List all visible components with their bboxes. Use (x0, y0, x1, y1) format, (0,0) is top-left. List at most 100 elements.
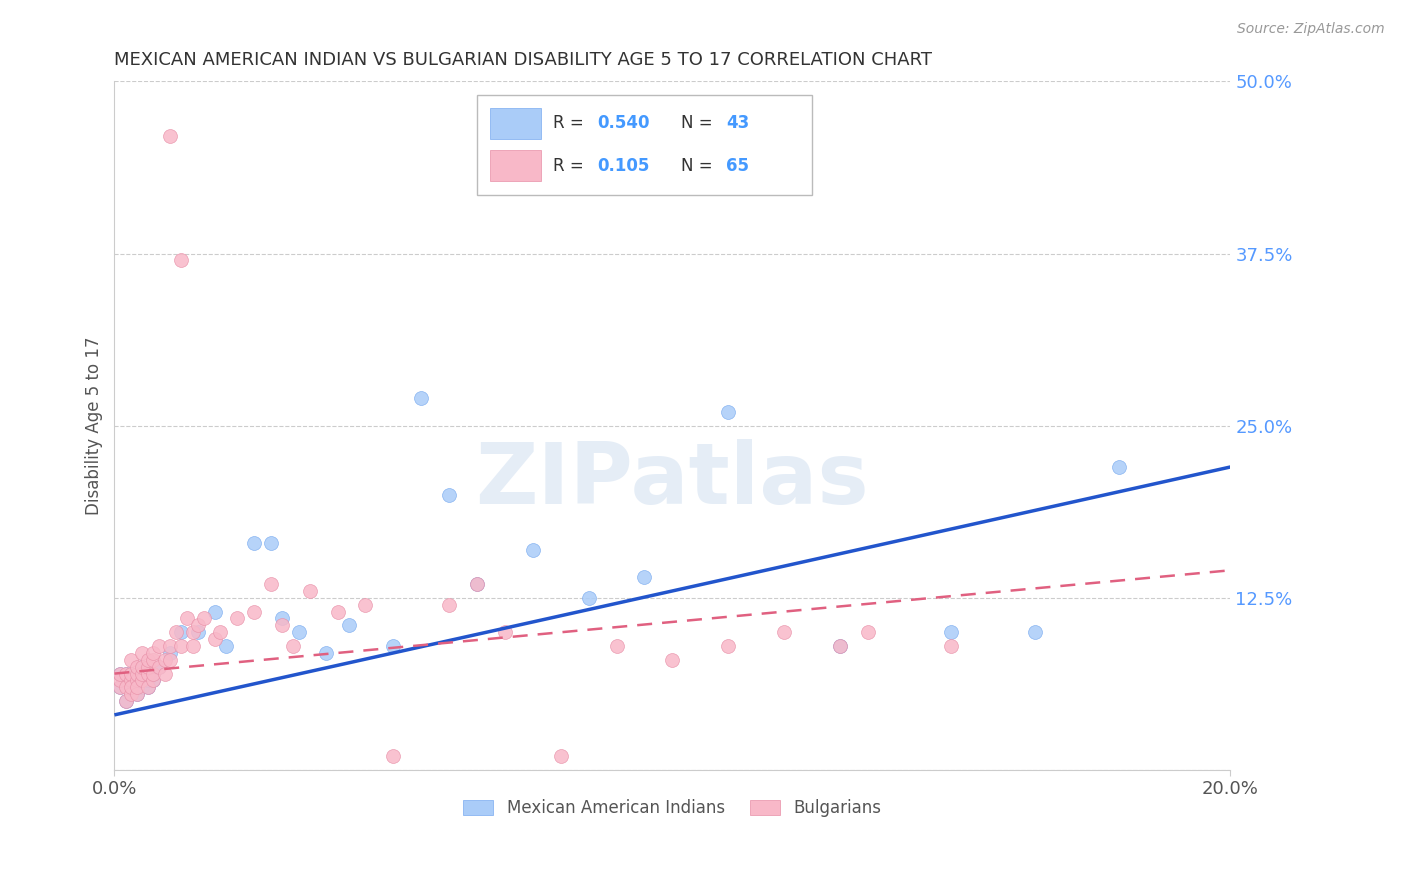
Point (136, 666, 159, 681)
Point (125, 681, 148, 695)
Point (159, 129, 181, 144)
Point (142, 673, 165, 688)
Point (120, 666, 142, 681)
Point (187, 618, 209, 632)
Point (828, 639, 851, 653)
Point (136, 673, 159, 688)
Point (108, 681, 131, 695)
Point (578, 591, 600, 605)
Point (108, 673, 131, 688)
Point (209, 625, 232, 640)
Point (120, 687, 142, 701)
Y-axis label: Disability Age 5 to 17: Disability Age 5 to 17 (86, 336, 103, 515)
Point (215, 639, 238, 653)
Point (142, 666, 165, 681)
Point (176, 611, 198, 625)
Point (125, 687, 148, 701)
Point (941, 639, 963, 653)
Point (148, 659, 170, 673)
Text: 0.105: 0.105 (598, 157, 650, 175)
Point (142, 646, 165, 660)
Point (120, 681, 142, 695)
Point (354, 598, 377, 612)
Legend: Mexican American Indians, Bulgarians: Mexican American Indians, Bulgarians (457, 792, 889, 823)
Point (131, 673, 153, 688)
Point (136, 659, 159, 673)
Point (125, 673, 148, 688)
FancyBboxPatch shape (491, 108, 541, 138)
Point (120, 673, 142, 688)
Point (828, 639, 851, 653)
Point (204, 632, 226, 647)
Text: Source: ZipAtlas.com: Source: ZipAtlas.com (1237, 22, 1385, 37)
Point (108, 666, 131, 681)
Point (193, 611, 215, 625)
Point (148, 639, 170, 653)
Point (131, 659, 153, 673)
Point (170, 253, 193, 268)
Point (243, 605, 266, 619)
Point (226, 611, 249, 625)
Text: 0.540: 0.540 (598, 114, 650, 132)
Point (120, 653, 142, 667)
Point (1024, 625, 1046, 640)
Point (108, 681, 131, 695)
Point (550, 749, 572, 764)
Point (661, 653, 683, 667)
Point (633, 570, 655, 584)
Point (120, 681, 142, 695)
Point (142, 653, 165, 667)
Point (131, 673, 153, 688)
Point (181, 625, 204, 640)
Point (382, 639, 405, 653)
Point (131, 666, 153, 681)
Point (136, 653, 159, 667)
Point (326, 605, 349, 619)
Point (856, 625, 879, 640)
Text: 65: 65 (725, 157, 749, 175)
Point (337, 618, 360, 632)
Text: R =: R = (553, 157, 589, 175)
Point (204, 605, 226, 619)
Text: N =: N = (682, 157, 718, 175)
Point (522, 542, 544, 557)
Point (717, 639, 740, 653)
Point (773, 625, 796, 640)
Point (437, 598, 460, 612)
Point (382, 749, 405, 764)
Point (437, 487, 460, 501)
Point (165, 625, 187, 640)
Text: MEXICAN AMERICAN INDIAN VS BULGARIAN DISABILITY AGE 5 TO 17 CORRELATION CHART: MEXICAN AMERICAN INDIAN VS BULGARIAN DIS… (114, 51, 932, 69)
Point (243, 535, 266, 549)
Point (114, 666, 136, 681)
Point (287, 625, 309, 640)
Point (125, 666, 148, 681)
Point (142, 673, 165, 688)
Point (465, 577, 488, 591)
Point (125, 659, 148, 673)
Point (159, 653, 181, 667)
Point (114, 673, 136, 688)
FancyBboxPatch shape (477, 95, 811, 195)
Point (606, 639, 628, 653)
Point (259, 577, 281, 591)
Text: N =: N = (682, 114, 718, 132)
Point (717, 405, 740, 419)
Point (298, 583, 321, 598)
Point (114, 666, 136, 681)
Point (270, 611, 292, 625)
Point (181, 639, 204, 653)
Text: ZIPatlas: ZIPatlas (475, 439, 869, 522)
Point (159, 646, 181, 660)
Point (125, 673, 148, 688)
Point (941, 625, 963, 640)
Point (187, 625, 209, 640)
Point (131, 646, 153, 660)
Text: R =: R = (553, 114, 589, 132)
Point (170, 639, 193, 653)
Text: 43: 43 (725, 114, 749, 132)
Point (120, 666, 142, 681)
Point (114, 694, 136, 708)
FancyBboxPatch shape (491, 150, 541, 181)
Point (270, 618, 292, 632)
